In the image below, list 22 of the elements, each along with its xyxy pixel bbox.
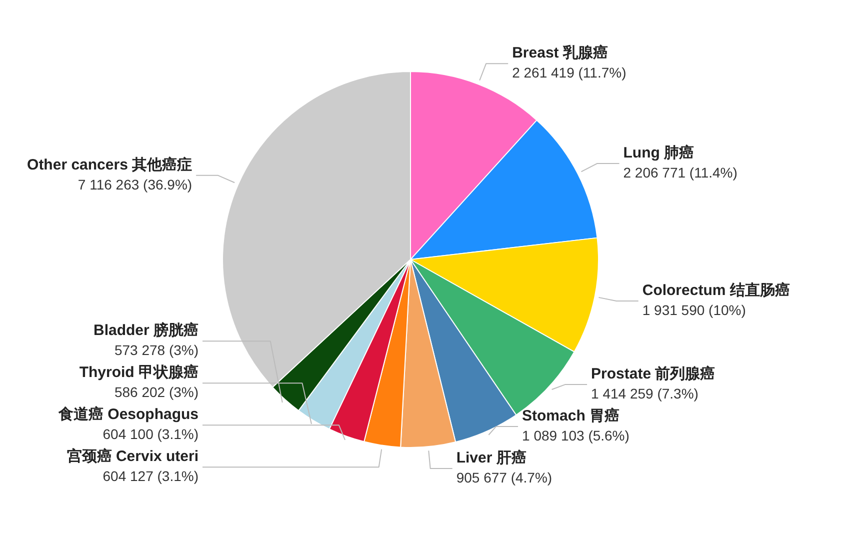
slice-label: Other cancers 其他癌症 — [27, 155, 192, 174]
slice-label: 宫颈癌 Cervix uteri — [66, 447, 199, 466]
data-label: 2 206 771 (11.4%) — [623, 164, 738, 180]
slice-label: Colorectum 结直肠癌 — [642, 281, 790, 299]
data-label: 1 414 259 (7.3%) — [591, 386, 698, 402]
data-label: 604 127 (3.1%) — [102, 468, 199, 484]
data-label: 7 116 263 (36.9%) — [78, 176, 192, 192]
slice-label: 食道癌 Oesophagus — [57, 405, 199, 424]
slice-label: Liver 肝癌 — [456, 448, 526, 467]
slice-label: Bladder 膀胱癌 — [93, 321, 198, 340]
data-label: 586 202 (3%) — [114, 384, 199, 400]
data-label: 1 931 590 (10%) — [642, 302, 746, 318]
slice-label: Thyroid 甲状腺癌 — [79, 363, 199, 382]
slice-label: Breast 乳腺癌 — [512, 44, 608, 62]
data-label: 1 089 103 (5.6%) — [522, 428, 630, 444]
slice-label: Prostate 前列腺癌 — [591, 364, 716, 383]
slice-label: Lung 肺癌 — [623, 143, 694, 162]
data-label: 905 677 (4.7%) — [456, 470, 552, 486]
data-label: 573 278 (3%) — [114, 342, 199, 358]
data-label: 604 100 (3.1%) — [102, 426, 199, 442]
slice-label: Stomach 胃癌 — [522, 406, 620, 425]
data-label: 2 261 419 (11.7%) — [512, 64, 626, 81]
